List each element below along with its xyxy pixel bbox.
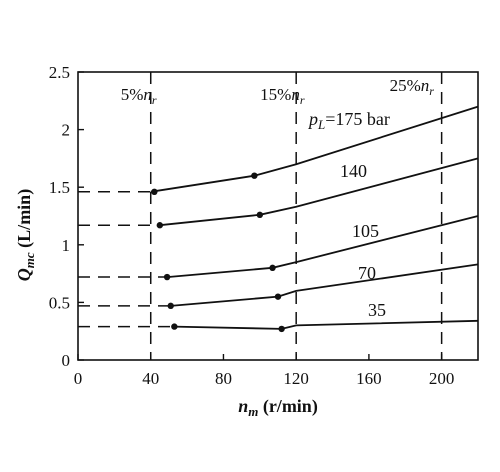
series-line (167, 215, 479, 278)
series-label-value: 105 (352, 221, 379, 241)
y-axis-var-sub: mc (22, 252, 37, 268)
ref-vline-percent: 15% (260, 85, 291, 104)
ref-vline-var: n (421, 76, 430, 95)
series-point (274, 293, 282, 300)
series-point (269, 264, 276, 272)
x-axis-unit: (r/min) (258, 396, 317, 417)
ref-vline-percent: 25% (390, 76, 421, 95)
series-point (163, 273, 171, 281)
series-label-eq: = (325, 109, 335, 129)
y-tick-label: 0 (62, 351, 71, 370)
series-point (151, 188, 158, 196)
y-tick-label: 1 (62, 236, 71, 255)
plot-frame (77, 71, 479, 361)
x-axis-var-sub: m (248, 404, 258, 419)
ref-vline-label: 15%nr (260, 85, 305, 107)
x-tick-label: 80 (215, 369, 232, 388)
ref-vline-sub: r (300, 93, 305, 107)
y-axis-unit: (L/min) (14, 189, 35, 253)
series-label-unit: bar (362, 109, 389, 129)
series-label-value: 70 (358, 263, 376, 283)
series-label: 140 (340, 161, 367, 181)
series-label-value: 140 (340, 161, 367, 181)
series-label-value: 175 (335, 109, 362, 129)
series-point (167, 302, 174, 310)
series-point (278, 325, 285, 333)
x-tick-label: 0 (74, 369, 83, 388)
x-axis-title: nm (r/min) (238, 396, 318, 419)
series-point (156, 222, 164, 229)
y-axis-title: Qmc (L/min) (14, 189, 37, 281)
y-tick-label: 2 (62, 121, 71, 140)
series-line (174, 319, 479, 330)
series-label-value: 35 (368, 300, 386, 320)
series-label: 35 (368, 300, 386, 320)
series-label: 70 (358, 263, 376, 283)
ref-vline-sub: r (152, 93, 157, 107)
x-tick-label: 160 (356, 369, 382, 388)
ref-vline-var: n (143, 85, 152, 104)
series-label: 105 (352, 221, 379, 241)
y-tick-label: 2.5 (49, 63, 70, 82)
series-line (159, 157, 479, 227)
ref-vline-sub: r (429, 84, 434, 98)
series-point (256, 211, 264, 219)
y-tick-label: 0.5 (49, 293, 70, 312)
ref-vline-label: 5%nr (121, 85, 157, 107)
ref-vline-percent: 5% (121, 85, 144, 104)
y-axis-var: Q (14, 268, 34, 281)
y-tick-label: 1.5 (49, 178, 70, 197)
ref-vline-label: 25%nr (390, 76, 435, 98)
series-point (251, 172, 258, 179)
ref-vline-var: n (291, 85, 300, 104)
series-layer: pL=175 bar 140 105 70 35 (150, 105, 479, 333)
series-label-var: p (307, 109, 318, 129)
series-line (170, 263, 479, 307)
series-point (171, 323, 178, 330)
axis-ticks: 0 40 80 120 160 200 0 0.5 1 1.5 2 2.5 (49, 63, 455, 388)
x-tick-label: 40 (142, 369, 159, 388)
series-label: pL=175 bar (307, 109, 390, 132)
series-line (150, 105, 479, 193)
series-label-sub: L (317, 117, 325, 132)
x-tick-label: 200 (429, 369, 455, 388)
x-tick-label: 120 (283, 369, 309, 388)
x-axis-var: n (238, 396, 248, 416)
